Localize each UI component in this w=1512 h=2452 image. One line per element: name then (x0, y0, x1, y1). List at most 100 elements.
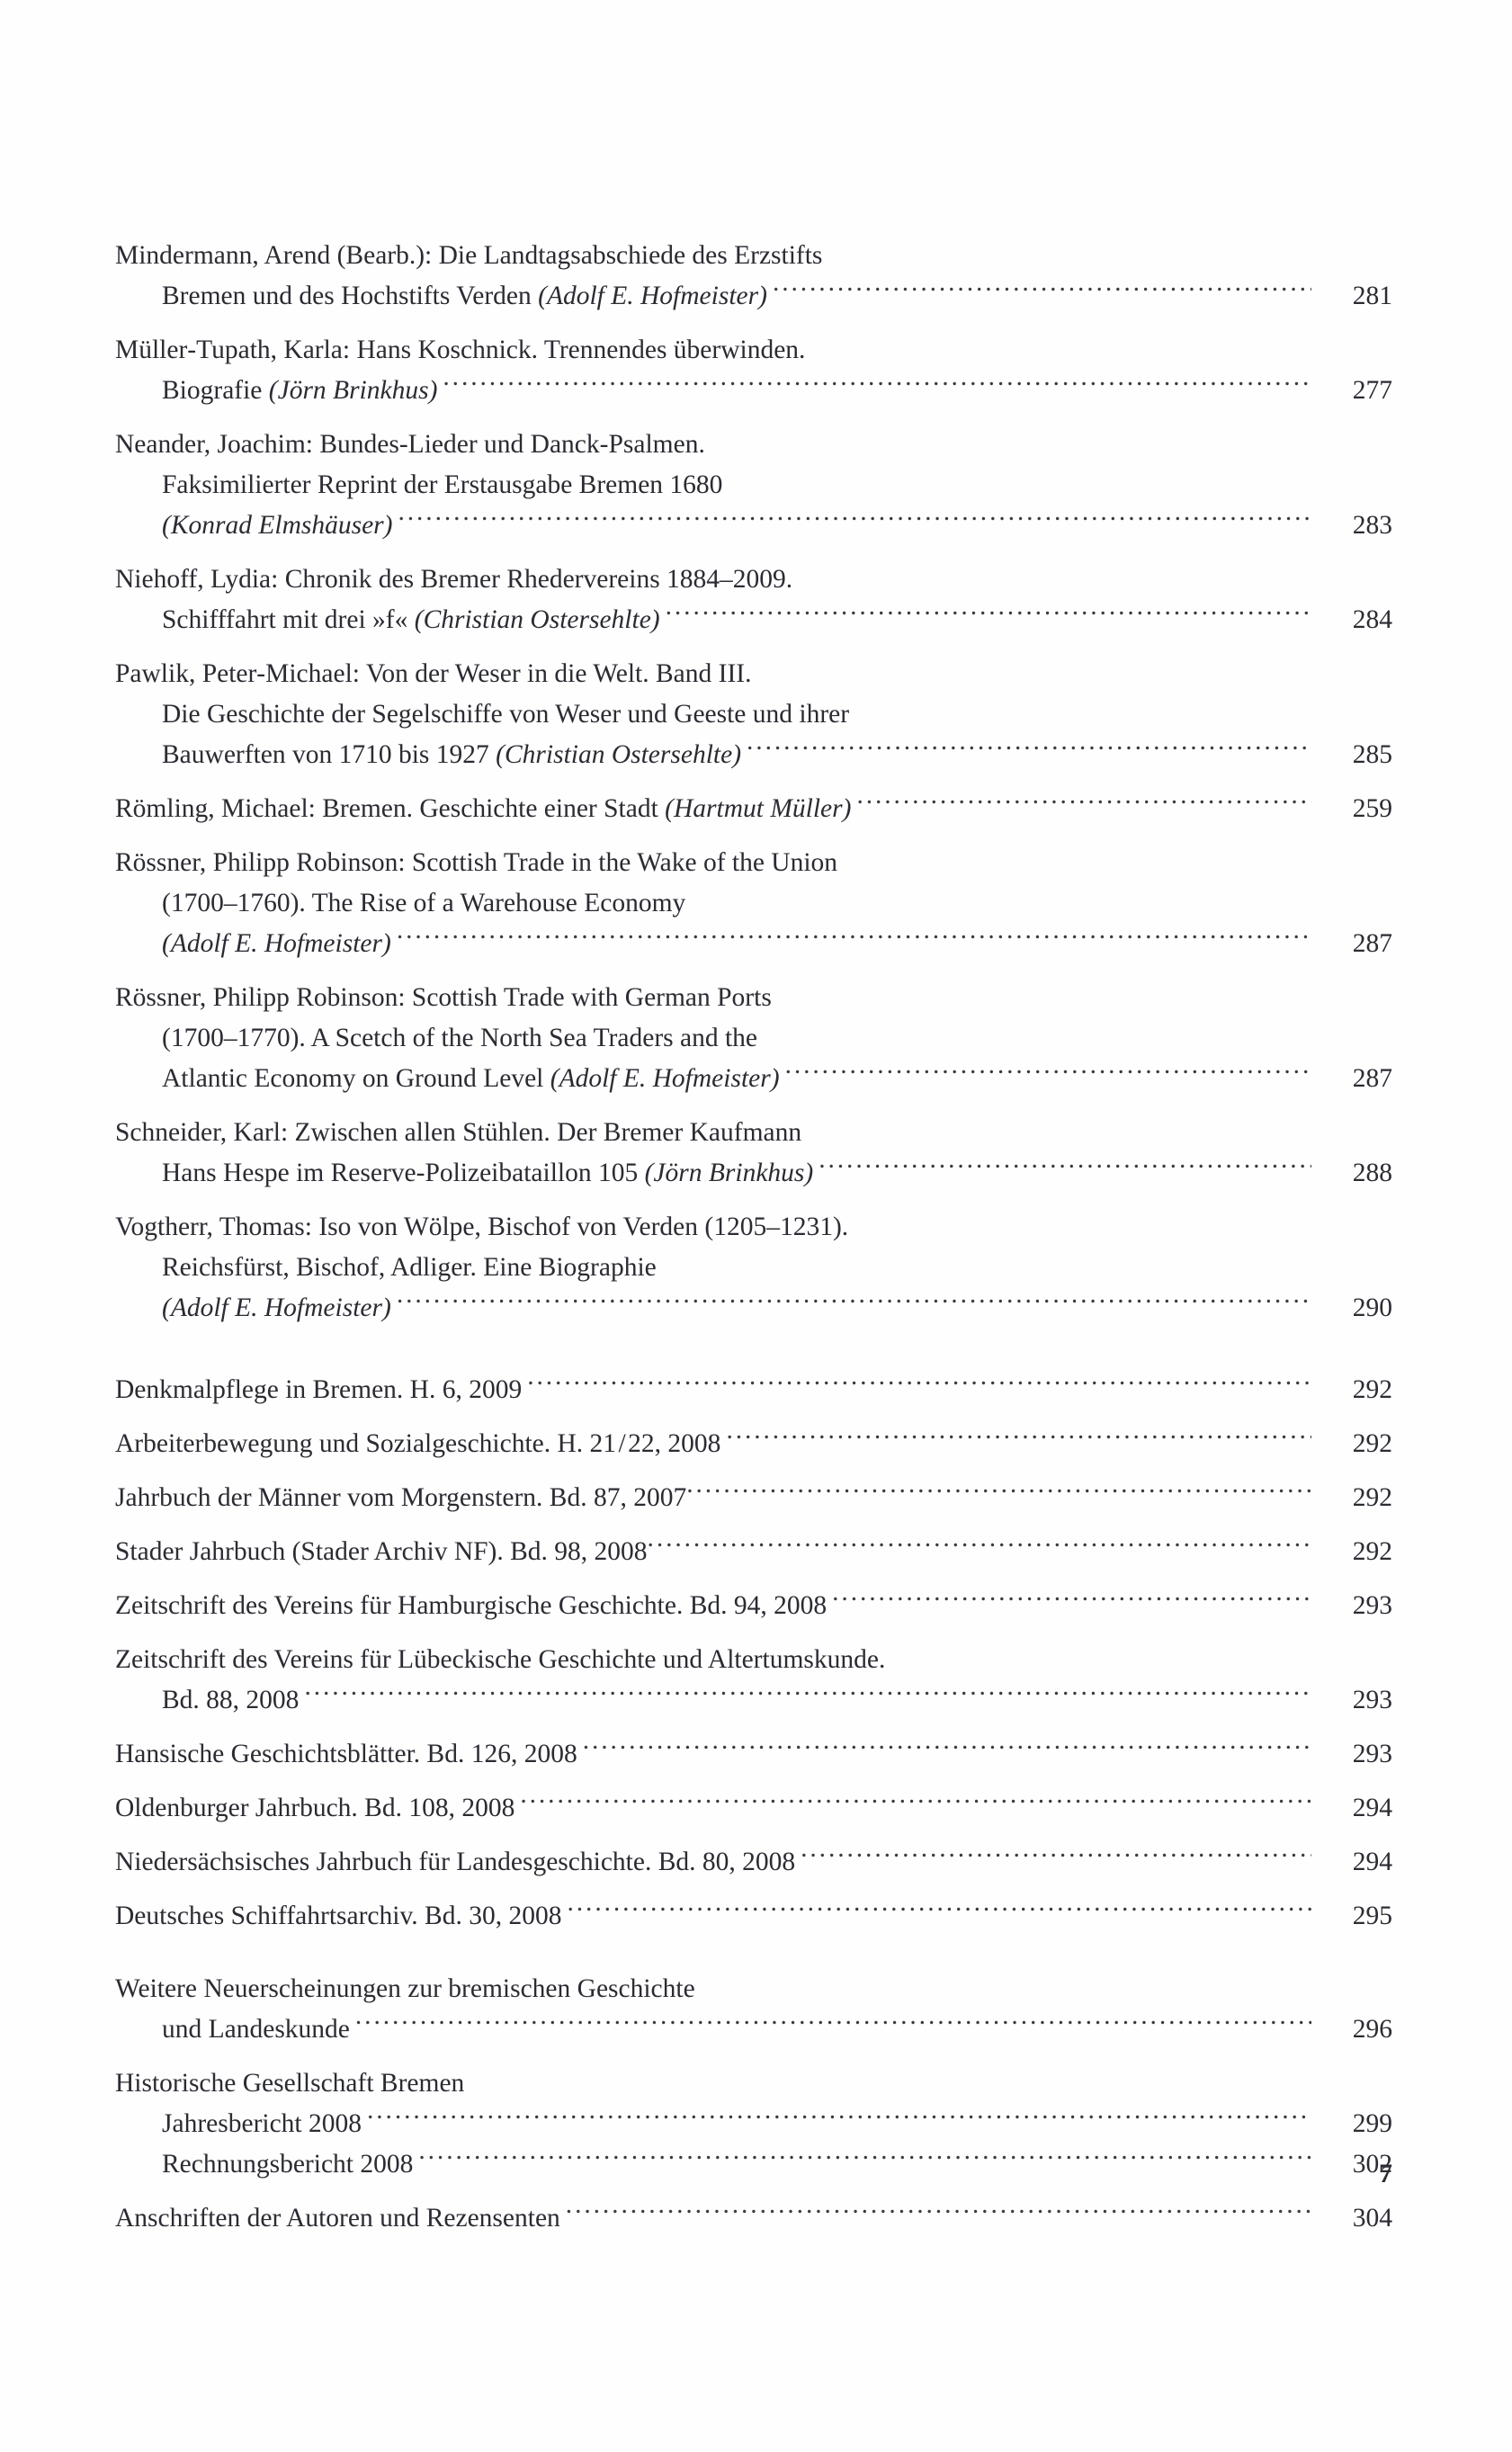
page-number[interactable]: 288 (1352, 1159, 1392, 1187)
toc-line[interactable]: Jahrbuch der Männer vom Morgenstern. Bd.… (115, 1478, 1392, 1518)
toc-line[interactable]: Hans Hespe im Reserve‑Polizeibataillon 1… (115, 1153, 1392, 1194)
title-text: Rechnungsbericht 2008 (162, 2150, 414, 2179)
page-number[interactable]: 281 (1352, 282, 1392, 310)
page-number[interactable]: 290 (1352, 1293, 1392, 1322)
toc-line[interactable]: Oldenburger Jahrbuch. Bd. 108, 2008 294 (115, 1788, 1392, 1829)
dot-leader (666, 602, 1311, 629)
page-number[interactable]: 285 (1352, 740, 1392, 769)
page-number[interactable]: 294 (1352, 1848, 1392, 1876)
toc-line[interactable]: Bauwerften von 1710 bis 1927 (Christian … (115, 735, 1392, 775)
page-number[interactable]: 292 (1352, 1375, 1392, 1404)
toc-line[interactable]: Müller‑Tupath, Karla: Hans Koschnick. Tr… (115, 330, 1392, 371)
page-number[interactable]: 302 (1352, 2150, 1392, 2179)
page-number[interactable]: 293 (1352, 1740, 1392, 1768)
toc-line[interactable]: Neander, Joachim: Bundes‑Lieder und Danc… (115, 425, 1392, 465)
toc-line[interactable]: Hansische Geschichtsblätter. Bd. 126, 20… (115, 1734, 1392, 1775)
title-text: Atlantic Economy on Ground Level (162, 1064, 550, 1093)
reviewer-name: (Christian Ostersehlte) (496, 740, 742, 769)
toc-entry: Anschriften der Autoren und Rezensenten 3… (115, 2198, 1392, 2239)
title-text: Jahrbuch der Männer vom Morgenstern. Bd.… (115, 1483, 687, 1512)
toc-line[interactable]: (1700–1770). A Scetch of the North Sea T… (115, 1018, 1392, 1059)
title-text: Hansische Geschichtsblätter. Bd. 126, 20… (115, 1740, 577, 1768)
toc-line[interactable]: und Landeskunde 296 (115, 2009, 1392, 2050)
page-number[interactable]: 287 (1352, 1064, 1392, 1093)
toc-line[interactable]: Niehoff, Lydia: Chronik des Bremer Rhede… (115, 559, 1392, 600)
page-number[interactable]: 283 (1352, 511, 1392, 540)
toc-line[interactable]: (1700–1760). The Rise of a Warehouse Eco… (115, 883, 1392, 924)
reviewer-name: (Christian Ostersehlte) (414, 605, 660, 634)
toc-line[interactable]: Stader Jahrbuch (Stader Archiv NF). Bd. … (115, 1532, 1392, 1572)
page-number[interactable]: 284 (1352, 605, 1392, 634)
toc-line[interactable]: Biografie (Jörn Brinkhus) 277 (115, 371, 1392, 411)
title-text: Reichsfürst, Bischof, Adliger. Eine Biog… (162, 1253, 657, 1282)
title-text: Bauwerften von 1710 bis 1927 (162, 740, 497, 769)
toc-line[interactable]: Historische Gesellschaft Bremen (115, 2063, 1392, 2104)
reviewer-name: (Adolf E. Hofmeister) (162, 1293, 391, 1322)
page-number[interactable]: 293 (1352, 1591, 1392, 1620)
toc-line[interactable]: Rechnungsbericht 2008 302 (115, 2144, 1392, 2185)
page-number[interactable]: 292 (1352, 1483, 1392, 1512)
toc-line[interactable]: (Konrad Elmshäuser) 283 (115, 506, 1392, 546)
page-number[interactable]: 299 (1352, 2109, 1392, 2138)
toc-entry: Rössner, Philipp Robinson: Scottish Trad… (115, 843, 1392, 964)
toc-line[interactable]: Die Geschichte der Segelschiffe von Wese… (115, 694, 1392, 735)
toc-entry: Neander, Joachim: Bundes‑Lieder und Danc… (115, 425, 1392, 546)
toc-line[interactable]: (Adolf E. Hofmeister) 287 (115, 924, 1392, 964)
toc-entry-text: (Konrad Elmshäuser) (115, 506, 392, 546)
page-number[interactable]: 259 (1352, 794, 1392, 823)
title-text: Müller‑Tupath, Karla: Hans Koschnick. Tr… (115, 336, 806, 364)
toc-entry: Arbeiterbewegung und Sozialgeschichte. H… (115, 1424, 1392, 1464)
page-number[interactable]: 292 (1352, 1429, 1392, 1458)
toc-line[interactable]: Arbeiterbewegung und Sozialgeschichte. H… (115, 1424, 1392, 1464)
page-number[interactable]: 295 (1352, 1902, 1392, 1930)
toc-entry-text: Vogtherr, Thomas: Iso von Wölpe, Bischof… (115, 1207, 848, 1248)
title-text: Bd. 88, 2008 (162, 1686, 300, 1714)
reviewer-name: (Jörn Brinkhus) (644, 1159, 814, 1187)
page-number[interactable]: 292 (1352, 1537, 1392, 1566)
toc-entry: Mindermann, Arend (Bearb.): Die Landtags… (115, 236, 1392, 317)
page-number[interactable]: 293 (1352, 1686, 1392, 1714)
toc-line[interactable]: Reichsfürst, Bischof, Adliger. Eine Biog… (115, 1248, 1392, 1288)
toc-line[interactable]: Deutsches Schiffahrtsarchiv. Bd. 30, 200… (115, 1896, 1392, 1937)
toc-line[interactable]: Denkmalpflege in Bremen. H. 6, 2009 292 (115, 1370, 1392, 1410)
toc-line[interactable]: Zeitschrift des Vereins für Hamburgische… (115, 1586, 1392, 1626)
reviewer-name: (Adolf E. Hofmeister) (162, 929, 391, 958)
toc-line[interactable]: Weitere Neuerscheinungen zur bremischen … (115, 1969, 1392, 2009)
page-number[interactable]: 296 (1352, 2015, 1392, 2044)
page-number[interactable]: 304 (1352, 2204, 1392, 2233)
toc-line[interactable]: Anschriften der Autoren und Rezensenten 3… (115, 2198, 1392, 2239)
dot-leader (355, 2011, 1311, 2038)
toc-line[interactable]: Schneider, Karl: Zwischen allen Stühlen.… (115, 1113, 1392, 1153)
toc-entry-text: Jahresbericht 2008 (115, 2104, 362, 2144)
page-number[interactable]: 287 (1352, 929, 1392, 958)
dot-leader (566, 2200, 1311, 2227)
toc-entry-text: Denkmalpflege in Bremen. H. 6, 2009 (115, 1370, 522, 1410)
toc-entry: Niehoff, Lydia: Chronik des Bremer Rhede… (115, 559, 1392, 640)
toc-line[interactable]: Atlantic Economy on Ground Level (Adolf … (115, 1059, 1392, 1099)
toc-entry-text: Zeitschrift des Vereins für Lübeckische … (115, 1640, 885, 1680)
toc-entry: Denkmalpflege in Bremen. H. 6, 2009 292 (115, 1370, 1392, 1410)
toc-entry-text: Neander, Joachim: Bundes‑Lieder und Danc… (115, 425, 705, 465)
page-number[interactable]: 294 (1352, 1794, 1392, 1822)
toc-line[interactable]: Jahresbericht 2008 299 (115, 2104, 1392, 2144)
toc-line[interactable]: Schifffahrt mit drei »f« (Christian Oste… (115, 600, 1392, 640)
toc-line[interactable]: Bd. 88, 2008 293 (115, 1680, 1392, 1721)
toc-line[interactable]: (Adolf E. Hofmeister) 290 (115, 1288, 1392, 1329)
toc-entry-text: Oldenburger Jahrbuch. Bd. 108, 2008 (115, 1788, 514, 1829)
toc-line[interactable]: Römling, Michael: Bremen. Geschichte ein… (115, 789, 1392, 829)
toc-line[interactable]: Pawlik, Peter‑Michael: Von der Weser in … (115, 654, 1392, 694)
toc-line[interactable]: Faksimilierter Reprint der Erstausgabe B… (115, 465, 1392, 506)
page-number[interactable]: 277 (1352, 376, 1392, 405)
dot-leader (443, 372, 1311, 399)
toc-line[interactable]: Niedersächsisches Jahrbuch für Landesges… (115, 1842, 1392, 1883)
toc-line[interactable]: Rössner, Philipp Robinson: Scottish Trad… (115, 978, 1392, 1018)
toc-line[interactable]: Rössner, Philipp Robinson: Scottish Trad… (115, 843, 1392, 883)
toc-section-closing: Weitere Neuerscheinungen zur bremischen … (115, 1969, 1392, 2239)
toc-line[interactable]: Bremen und des Hochstifts Verden (Adolf … (115, 276, 1392, 317)
toc-line[interactable]: Vogtherr, Thomas: Iso von Wölpe, Bischof… (115, 1207, 1392, 1248)
dot-leader (686, 1480, 1311, 1507)
toc-line[interactable]: Zeitschrift des Vereins für Lübeckische … (115, 1640, 1392, 1680)
toc-line[interactable]: Mindermann, Arend (Bearb.): Die Landtags… (115, 236, 1392, 276)
toc-entry: Stader Jahrbuch (Stader Archiv NF). Bd. … (115, 1532, 1392, 1572)
toc-entry: Hansische Geschichtsblätter. Bd. 126, 20… (115, 1734, 1392, 1775)
